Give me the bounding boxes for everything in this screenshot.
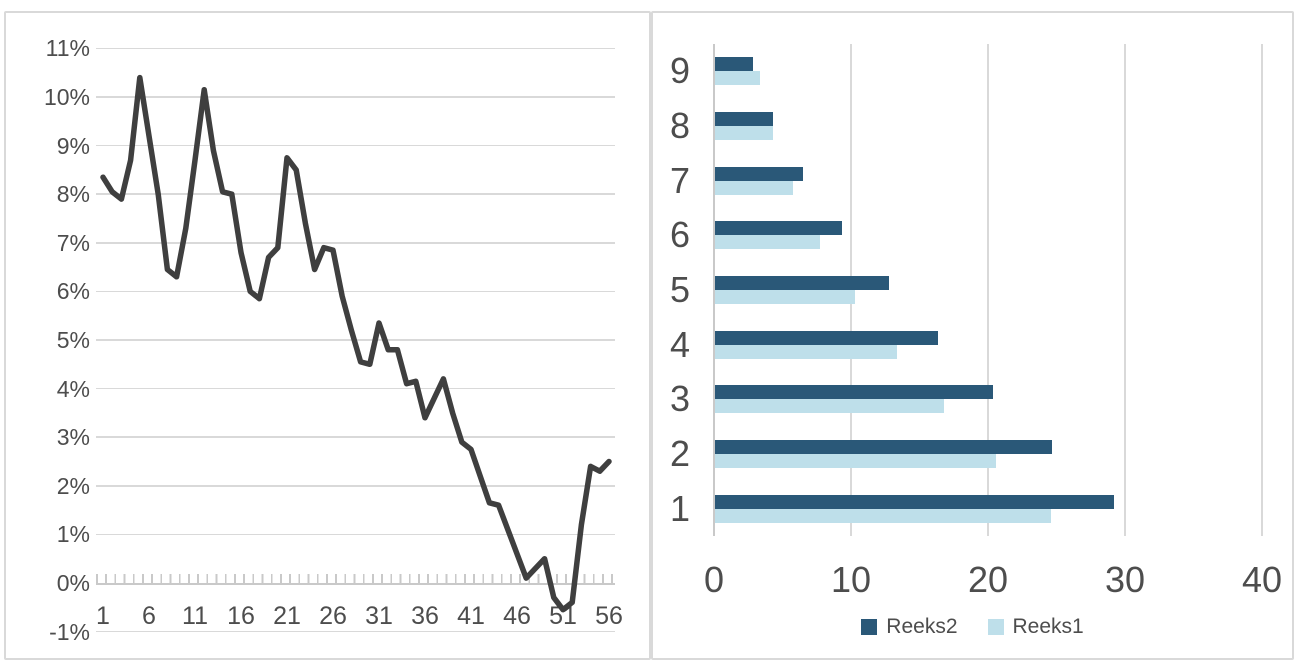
- line-series-path: [100, 74, 612, 613]
- x-axis-label: 16: [227, 602, 255, 630]
- line-series-svg: [100, 74, 612, 613]
- x-axis-label: 56: [595, 602, 623, 630]
- bar-reeks1: [715, 508, 1051, 523]
- x-axis-label: 20: [967, 559, 1009, 600]
- y-axis-label: 11%: [45, 35, 90, 62]
- bar-reeks2: [715, 494, 1114, 509]
- legend-item-reeks1: Reeks1: [987, 615, 1084, 639]
- gridline-h: [96, 193, 615, 195]
- legend-swatch-reeks1: [987, 619, 1004, 635]
- gridline-h: [96, 290, 615, 293]
- y-axis-label: 4%: [56, 375, 90, 402]
- category-label: 5: [669, 269, 691, 310]
- gridline-v: [1261, 44, 1263, 536]
- x-axis-label: 40: [1241, 559, 1283, 600]
- legend-label-reeks1: Reeks1: [1012, 615, 1084, 638]
- bar-reeks2: [715, 440, 1053, 454]
- y-axis-label: 7%: [56, 229, 90, 256]
- x-axis-label: 31: [365, 602, 393, 630]
- x-axis-label: 11: [182, 602, 208, 630]
- bar-reeks2: [715, 276, 889, 290]
- bar-reeks1: [715, 235, 821, 250]
- bar-reeks1: [715, 454, 996, 468]
- gridline-h: [96, 485, 615, 487]
- category-axis-line: [713, 44, 715, 536]
- bar-reeks1: [715, 180, 794, 195]
- x-axis-label: 36: [411, 602, 439, 630]
- category-label: 9: [669, 50, 691, 92]
- legend-label-reeks2: Reeks2: [886, 615, 958, 638]
- legend-item-reeks2: Reeks2: [861, 615, 958, 639]
- category-label: 3: [669, 378, 691, 420]
- y-axis-label: 10%: [43, 84, 90, 110]
- bar-reeks1: [715, 126, 773, 140]
- y-axis-label: -1%: [49, 618, 90, 645]
- category-label: 2: [669, 433, 691, 474]
- bar-reeks2: [715, 221, 843, 236]
- gridline-h: [96, 387, 615, 390]
- x-axis-label: 1: [96, 602, 110, 630]
- bar-reeks1: [715, 71, 761, 86]
- y-axis-label: 6%: [56, 278, 90, 305]
- bar-chart-panel: 0 10 20 30 40 9 8 7 6 5 4 3 2 1 Reeks2 Reeks1: [651, 11, 1294, 660]
- y-axis-label: 8%: [56, 181, 90, 208]
- gridline-v: [1124, 44, 1126, 536]
- y-axis-label: 1%: [56, 521, 90, 548]
- bar-reeks2: [715, 57, 754, 72]
- x-axis-label: 26: [319, 602, 347, 630]
- category-label: 7: [669, 159, 691, 201]
- bar-reeks2: [715, 385, 994, 400]
- category-label: 4: [669, 323, 691, 365]
- bar-reeks1: [715, 290, 855, 304]
- x-axis-label: 21: [273, 602, 301, 630]
- y-axis-label: 9%: [56, 132, 90, 159]
- legend-swatch-reeks2: [861, 619, 878, 635]
- y-axis-label: 0%: [56, 570, 90, 596]
- y-axis-label: 2%: [56, 472, 90, 499]
- x-axis-tick-marks: [96, 574, 615, 585]
- gridline-v: [987, 44, 989, 536]
- x-axis-label: 46: [503, 602, 531, 630]
- gridline-h: [96, 96, 615, 98]
- gridline-h: [96, 436, 615, 438]
- gridline-h: [96, 630, 615, 633]
- bar-reeks2: [715, 166, 803, 181]
- x-axis-label: 30: [1104, 559, 1146, 600]
- category-label: 6: [669, 214, 691, 256]
- y-axis-label: 5%: [56, 327, 90, 353]
- gridline-h: [96, 47, 615, 50]
- x-axis-label: 10: [830, 559, 872, 600]
- x-axis-label: 0: [703, 559, 725, 600]
- gridline-h: [96, 144, 615, 147]
- legend: Reeks2 Reeks1: [653, 615, 1292, 639]
- x-axis-label: 41: [457, 602, 485, 630]
- y-axis-label: 3%: [56, 424, 90, 451]
- bar-reeks2: [715, 112, 773, 126]
- gridline-h: [96, 533, 615, 536]
- bar-reeks2: [715, 330, 939, 345]
- x-axis-label: 6: [142, 602, 156, 630]
- category-label: 8: [669, 105, 691, 146]
- bar-reeks1: [715, 399, 944, 414]
- line-chart-panel: 11% 10% 9% 8% 7% 6% 5% 4% 3% 2% 1% 0% -1% 1 6 11 16 21 26 3…: [4, 11, 651, 660]
- category-label: 1: [669, 487, 691, 529]
- gridline-h: [96, 242, 615, 244]
- bar-reeks1: [715, 344, 898, 359]
